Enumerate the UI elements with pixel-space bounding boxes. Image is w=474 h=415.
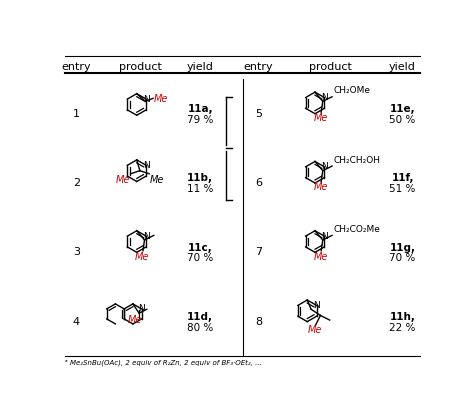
Text: 8: 8 [255,317,262,327]
Text: Me: Me [313,251,328,261]
Text: 4: 4 [73,317,80,327]
Text: Me: Me [313,182,328,192]
Text: 50 %: 50 % [390,115,416,125]
Text: yield: yield [389,62,416,72]
Text: 70 %: 70 % [187,254,213,264]
Text: N: N [143,95,149,104]
Text: Me: Me [150,175,164,185]
Text: 11 %: 11 % [187,184,213,194]
Text: entry: entry [62,62,91,72]
Text: Me: Me [308,325,322,335]
Text: 11e,: 11e, [390,104,415,114]
Text: 11g,: 11g, [390,243,416,253]
Text: ᵃ Me₂SnBu(OAc), 2 equiv of R₂Zn, 2 equiv of BF₃·OEt₂, ...: ᵃ Me₂SnBu(OAc), 2 equiv of R₂Zn, 2 equiv… [65,359,262,366]
Text: 79 %: 79 % [187,115,213,125]
Text: N: N [321,162,328,171]
Text: Me: Me [154,94,168,104]
Text: CH₂CH₂OH: CH₂CH₂OH [334,156,381,164]
Text: 7: 7 [255,247,262,257]
Text: 80 %: 80 % [187,323,213,333]
Text: 2: 2 [73,178,80,188]
Text: 11b,: 11b, [187,173,213,183]
Text: Me: Me [313,113,328,123]
Text: entry: entry [244,62,273,72]
Text: CH₂OMe: CH₂OMe [334,86,371,95]
Text: 1: 1 [73,109,80,119]
Text: Me: Me [115,175,130,185]
Text: CH₂CO₂Me: CH₂CO₂Me [334,225,381,234]
Text: N: N [321,232,328,241]
Text: 11h,: 11h, [390,312,416,322]
Text: 22 %: 22 % [389,323,416,333]
Text: 11c,: 11c, [188,243,213,253]
Text: yield: yield [187,62,214,72]
Text: N: N [321,93,328,102]
Text: N: N [313,301,320,310]
Text: Me: Me [128,315,143,325]
Text: 51 %: 51 % [389,184,416,194]
Text: Me: Me [135,251,149,261]
Text: 11f,: 11f, [392,173,414,183]
Text: product: product [119,62,162,72]
Text: 6: 6 [255,178,262,188]
Text: product: product [309,62,352,72]
Text: 70 %: 70 % [390,254,416,264]
Text: 11a,: 11a, [188,104,213,114]
Text: N: N [138,305,145,313]
Text: 3: 3 [73,247,80,257]
Text: 11d,: 11d, [187,312,213,322]
Text: 5: 5 [255,109,262,119]
Text: N: N [143,161,149,170]
Text: N: N [143,232,149,241]
